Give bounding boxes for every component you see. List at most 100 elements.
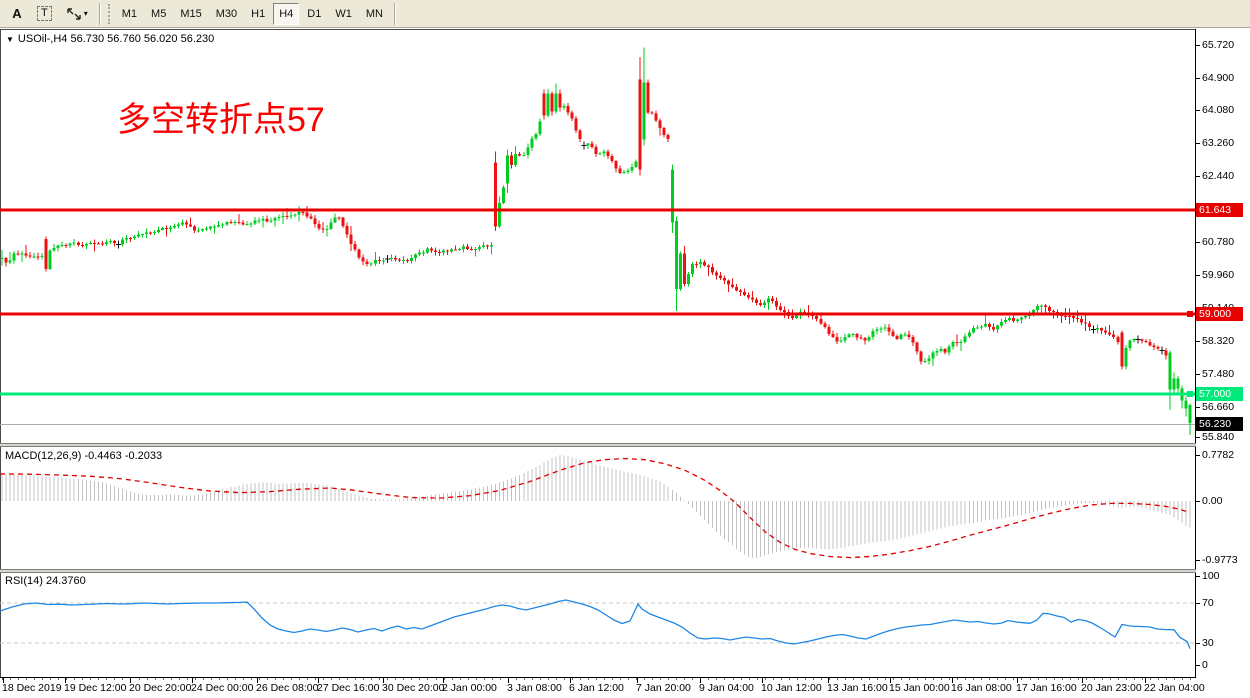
time-minor-tick (435, 678, 437, 680)
time-minor-tick (812, 678, 814, 680)
axis-tick-mark (1196, 501, 1200, 502)
main-chart-pane[interactable] (0, 29, 1195, 443)
time-minor-tick (1005, 678, 1007, 680)
time-minor-tick (427, 678, 429, 680)
cursor-arrows-icon (67, 7, 81, 20)
time-minor-tick (218, 678, 220, 680)
time-minor-tick (1117, 678, 1119, 680)
time-minor-tick (1077, 678, 1079, 680)
price-tick-label: 0 (1202, 659, 1208, 671)
time-axis-label: 18 Dec 2019 (2, 682, 62, 694)
symbol-title-text: USOil-,H4 56.730 56.760 56.020 56.230 (17, 33, 215, 45)
time-major-tick (318, 678, 319, 683)
macd-histogram (1, 455, 1191, 559)
time-minor-tick (339, 678, 341, 680)
candles-layer (0, 47, 1192, 436)
time-minor-tick (106, 678, 108, 680)
time-minor-tick (732, 678, 734, 680)
time-axis-label: 6 Jan 12:00 (569, 682, 624, 694)
arrange-windows-button[interactable]: A (5, 3, 29, 25)
time-minor-tick (491, 678, 493, 680)
time-minor-tick (684, 678, 686, 680)
time-minor-tick (1013, 678, 1015, 680)
price-tick-label: 60.780 (1202, 236, 1235, 248)
time-minor-tick (1101, 678, 1103, 680)
time-minor-tick (242, 678, 244, 680)
pane-divider[interactable] (0, 569, 1250, 573)
dropdown-triangle-icon[interactable]: ▼ (6, 34, 14, 44)
chart-top-border (0, 29, 1250, 30)
axis-tick-mark (1196, 110, 1200, 111)
time-minor-tick (1125, 678, 1127, 680)
time-minor-tick (772, 678, 774, 680)
time-major-tick (1082, 678, 1083, 683)
time-minor-tick (716, 678, 718, 680)
time-minor-tick (820, 678, 822, 680)
time-minor-tick (234, 678, 236, 680)
axis-tick-mark (1196, 437, 1200, 438)
text-tool-button[interactable]: T (31, 3, 58, 25)
toolbar-grip[interactable] (107, 3, 112, 24)
timeframe-button-m15[interactable]: M15 (174, 3, 207, 25)
time-major-tick (1017, 678, 1018, 683)
time-minor-tick (323, 678, 325, 680)
price-tick-label: 30 (1202, 637, 1214, 649)
price-tick-label: 64.080 (1202, 104, 1235, 116)
time-minor-tick (258, 678, 260, 680)
price-axis[interactable]: 65.720 64.900 64.080 63.260 62.440 60.780 59.9… (1196, 29, 1250, 698)
time-axis-label: 20 Dec 20:00 (129, 682, 192, 694)
time-minor-tick (981, 678, 983, 680)
time-minor-tick (652, 678, 654, 680)
price-tick-label: 0.7782 (1202, 449, 1235, 461)
price-line-label: 56.230 (1196, 417, 1243, 431)
macd-signal-line (0, 457, 1191, 559)
time-minor-tick (395, 678, 397, 680)
timeframe-button-m1[interactable]: M1 (116, 3, 143, 25)
time-minor-tick (901, 678, 902, 680)
time-axis[interactable]: 18 Dec 2019 19 Dec 12:00 20 Dec 20:00 24 De… (0, 678, 1250, 698)
time-minor-tick (467, 678, 469, 680)
time-minor-tick (860, 678, 862, 680)
cursor-tool-button[interactable]: ▾ (60, 3, 94, 25)
time-minor-tick (291, 678, 292, 680)
time-minor-tick (539, 678, 541, 680)
timeframe-button-w1[interactable]: W1 (329, 3, 358, 25)
price-tick-label: 56.660 (1202, 401, 1235, 413)
time-minor-tick (226, 678, 228, 680)
pane-divider[interactable] (0, 443, 1250, 447)
time-minor-tick (1069, 678, 1071, 680)
time-minor-tick (1093, 678, 1095, 680)
time-minor-tick (10, 678, 11, 680)
timeframe-button-mn[interactable]: MN (360, 3, 389, 25)
price-tick-label: 58.320 (1202, 335, 1235, 347)
time-minor-tick (186, 678, 188, 680)
timeframe-button-h1[interactable]: H1 (245, 3, 271, 25)
time-minor-tick (154, 678, 156, 680)
price-tick-label: 100 (1202, 570, 1220, 582)
timeframe-button-m5[interactable]: M5 (145, 3, 172, 25)
time-minor-tick (933, 678, 935, 680)
time-major-tick (570, 678, 571, 683)
toolbar: A T ▾ M1 M5 M15 M30 H1 H4 D1 W1 MN (0, 0, 1250, 28)
text-tool-icon: T (37, 6, 52, 21)
macd-pane[interactable] (0, 447, 1195, 569)
time-minor-tick (756, 678, 758, 680)
time-major-tick (3, 678, 4, 683)
axis-tick-mark (1196, 78, 1200, 79)
axis-tick-mark (1196, 455, 1200, 456)
chart-left-border (0, 29, 1, 678)
time-minor-tick (194, 678, 196, 680)
time-minor-tick (588, 678, 589, 680)
time-minor-tick (1182, 678, 1183, 680)
timeframe-button-d1[interactable]: D1 (301, 3, 327, 25)
horizontal-price-lines[interactable] (0, 208, 1195, 397)
time-minor-tick (266, 678, 268, 680)
rsi-level-lines (0, 602, 1195, 644)
time-minor-tick (1045, 678, 1047, 680)
time-minor-tick (387, 678, 389, 680)
timeframe-button-h4[interactable]: H4 (273, 2, 300, 25)
rsi-pane[interactable] (0, 573, 1195, 677)
timeframe-button-m30[interactable]: M30 (210, 3, 243, 25)
axis-tick-mark (1196, 45, 1200, 46)
time-minor-tick (555, 678, 557, 680)
